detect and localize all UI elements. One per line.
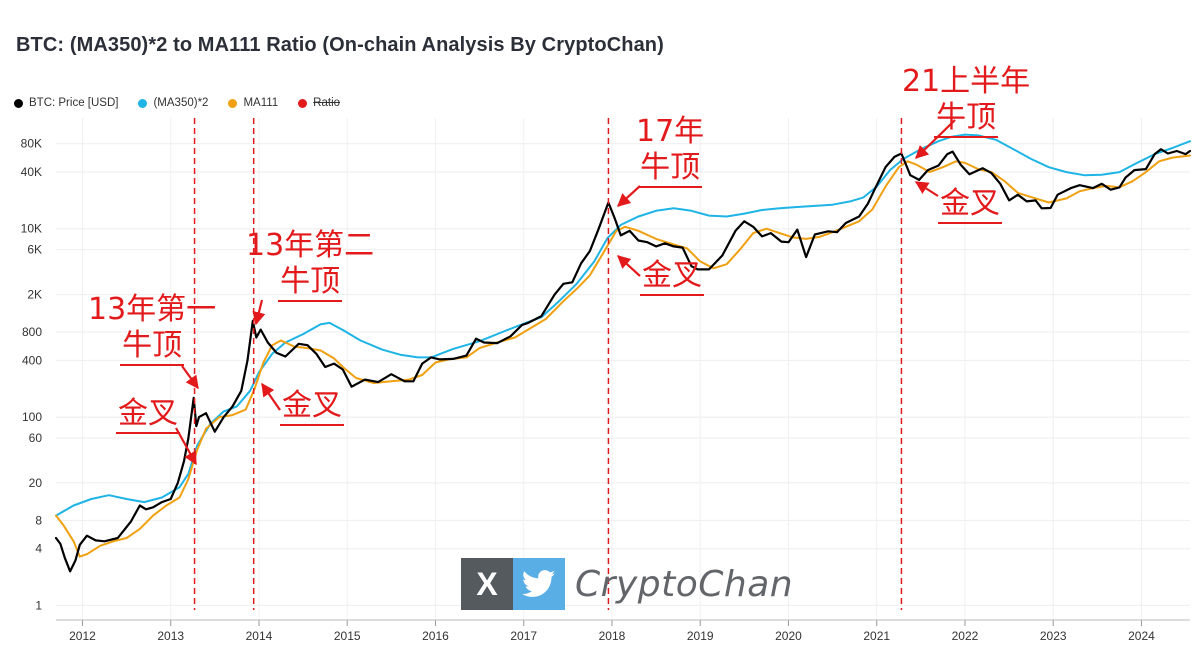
y-tick-label: 6K [27,243,42,257]
annotation-line: 牛顶 [120,328,185,366]
y-tick-label: 60 [29,431,43,445]
x-tick-label: 2013 [157,629,184,643]
annotation-line: 牛顶 [934,100,999,138]
legend: BTC: Price [USD] (MA350)*2 MA111 Ratio [14,97,340,109]
legend-dot-ma350x2 [138,98,148,108]
legend-item-ma111[interactable]: MA111 [228,97,278,109]
y-tick-label: 10K [21,222,42,236]
y-tick-label: 20 [29,476,43,490]
annotation-line: 13年第一 [88,292,217,327]
x-tick-label: 2016 [422,629,449,643]
series-line-ma111 [55,154,1191,558]
annotation-top-2013-b: 13年第二 牛顶 [246,228,374,302]
annotation-cross-2021: 金叉 [938,186,1002,224]
x-tick-label: 2022 [952,629,979,643]
annotation-arrow [617,255,641,277]
y-tick-label: 40K [21,165,42,179]
annotation-line: 21上半年 [902,64,1031,99]
annotation-line: 金叉 [280,388,344,426]
annotation-arrow [252,299,266,326]
y-tick-label: 80K [21,137,42,151]
legend-label-price: BTC: Price [USD] [29,97,119,109]
legend-item-ma350x2[interactable]: (MA350)*2 [138,97,208,109]
legend-dot-ratio [298,98,308,108]
twitter-bird-icon [513,558,565,610]
x-tick-label: 2012 [69,629,96,643]
annotation-arrows [175,119,956,466]
vertical-marker-lines [193,118,903,610]
annotation-arrow [915,119,956,159]
x-axis-ticks: 2012 2013 2014 2015 2016 2017 2018 2019 2020 2021… [56,619,1190,643]
watermark-text: CryptoChan [575,563,794,605]
annotation-arrow [914,181,939,197]
series-line-btc-price [54,148,1192,573]
legend-item-price[interactable]: BTC: Price [USD] [14,97,118,109]
y-tick-label: 1 [35,598,42,612]
annotation-arrow [261,382,281,411]
y-tick-label: 2K [27,288,42,302]
annotation-top-2017: 17年 牛顶 [636,114,704,188]
x-tick-label: 2015 [334,629,361,643]
chart-title: BTC: (MA350)*2 to MA111 Ratio (On-chain … [16,34,664,56]
x-tick-label: 2017 [510,629,537,643]
annotation-cross-2017: 金叉 [640,258,704,296]
x-tick-label: 2023 [1040,629,1067,643]
annotation-line: 金叉 [938,186,1002,224]
annotation-line: 金叉 [640,258,704,296]
y-axis-ticks: 1 4 8 20 60 100 400 800 2K 6K 10K 40K 80K [21,137,43,613]
x-tick-label: 2020 [775,629,802,643]
legend-dot-ma111 [228,98,238,108]
legend-label-ratio: Ratio [313,97,341,109]
legend-dot-price [14,98,23,108]
x-tick-label: 2024 [1128,629,1155,643]
x-tick-label: 2014 [246,629,273,643]
x-logo-icon: X [461,558,513,610]
grid-lines [56,118,1190,620]
legend-item-ratio[interactable]: Ratio [298,97,340,109]
annotation-line: 金叉 [116,396,180,434]
annotation-line: 13年第二 [246,228,375,263]
x-tick-label: 2019 [687,629,714,643]
watermark: X CryptoChan [461,558,793,610]
annotation-cross-2013-a: 金叉 [116,396,180,434]
series-line-ma350x2 [55,133,1191,517]
annotation-arrow [175,427,197,466]
annotation-top-2021: 21上半年 牛顶 [902,64,1030,138]
y-tick-label: 4 [35,542,42,556]
legend-label-ma111: MA111 [243,97,279,109]
annotation-top-2013-a: 13年第一 牛顶 [88,292,216,366]
y-tick-label: 8 [35,513,42,527]
annotation-arrow [617,185,641,207]
annotation-line: 17年 [636,114,705,149]
annotation-cross-2013-b: 金叉 [280,388,344,426]
legend-label-ma350x2: (MA350)*2 [153,97,209,109]
x-tick-label: 2018 [599,629,626,643]
y-tick-label: 800 [22,325,42,339]
y-tick-label: 400 [22,353,42,367]
x-tick-label: 2021 [863,629,890,643]
annotation-line: 牛顶 [638,150,703,188]
annotation-line: 牛顶 [278,264,343,302]
y-tick-label: 100 [22,410,42,424]
annotation-arrow [181,365,199,390]
